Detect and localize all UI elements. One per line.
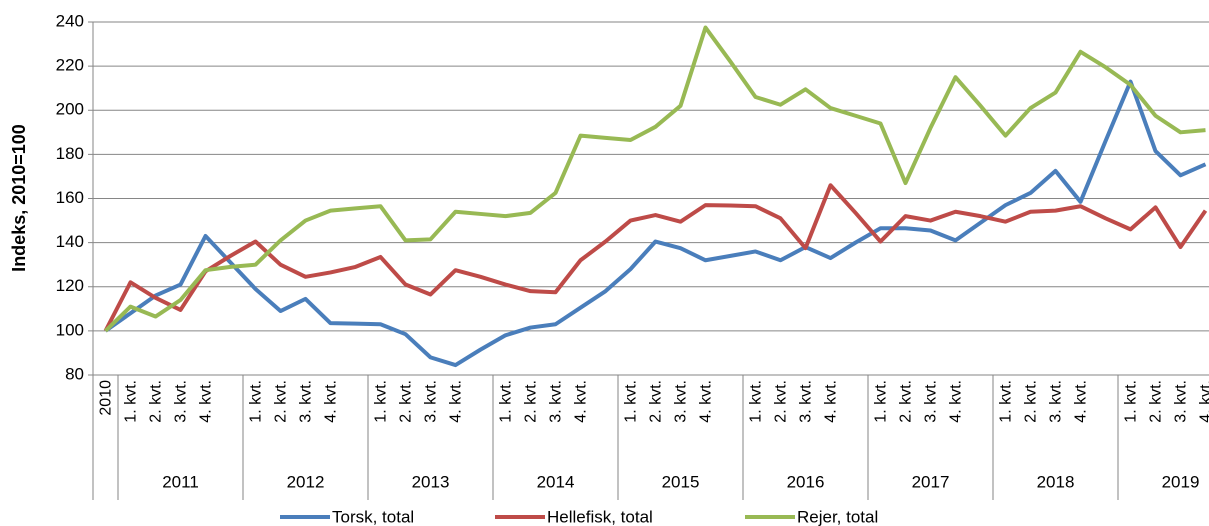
x-tick-label: 4. kvt. xyxy=(1073,380,1090,423)
legend-label: Rejer, total xyxy=(797,507,878,526)
x-tick-label: 1. kvt. xyxy=(373,380,390,423)
x-tick-label: 1. kvt. xyxy=(748,380,765,423)
group-label: 2016 xyxy=(787,472,825,491)
x-tick-label: 4. kvt. xyxy=(948,380,965,423)
x-tick-label: 2. kvt. xyxy=(773,380,790,423)
x-tick-label: 4. kvt. xyxy=(573,380,590,423)
x-tick-label: 2. kvt. xyxy=(1023,380,1040,423)
x-tick-label: 3. kvt. xyxy=(423,380,440,423)
x-tick-label: 3. kvt. xyxy=(173,380,190,423)
y-tick-label: 120 xyxy=(56,276,84,295)
group-label: 2018 xyxy=(1037,472,1075,491)
group-label: 2014 xyxy=(537,472,575,491)
x-tick-label: 1. kvt. xyxy=(123,380,140,423)
x-tick-label: 3. kvt. xyxy=(1048,380,1065,423)
legend-label: Torsk, total xyxy=(332,507,414,526)
x-tick-label: 2010 xyxy=(98,380,115,416)
x-tick-label: 2. kvt. xyxy=(1148,380,1165,423)
x-tick-label: 1. kvt. xyxy=(248,380,265,423)
y-tick-label: 220 xyxy=(56,56,84,75)
x-tick-label: 4. kvt. xyxy=(323,380,340,423)
y-tick-label: 240 xyxy=(56,11,84,30)
data-line xyxy=(103,183,1208,332)
legend-label: Hellefisk, total xyxy=(547,507,653,526)
data-line xyxy=(104,25,1206,333)
x-tick-label: 1. kvt. xyxy=(1123,380,1140,423)
x-tick-label: 4. kvt. xyxy=(1198,380,1209,423)
y-tick-label: 140 xyxy=(56,232,84,251)
y-tick-label: 100 xyxy=(56,320,84,339)
group-label: 2013 xyxy=(412,472,450,491)
x-tick-label: 3. kvt. xyxy=(548,380,565,423)
y-tick-label: 160 xyxy=(56,188,84,207)
y-tick-label: 200 xyxy=(56,100,84,119)
group-label: 2015 xyxy=(662,472,700,491)
group-label: 2017 xyxy=(912,472,950,491)
group-label: 2011 xyxy=(162,472,199,491)
y-tick-label: 80 xyxy=(65,364,84,383)
x-tick-label: 1. kvt. xyxy=(998,380,1015,423)
x-tick-label: 4. kvt. xyxy=(698,380,715,423)
group-label: 2012 xyxy=(287,472,325,491)
x-tick-label: 3. kvt. xyxy=(1173,380,1190,423)
x-tick-label: 4. kvt. xyxy=(448,380,465,423)
x-tick-label: 4. kvt. xyxy=(823,380,840,423)
group-label: 2019 xyxy=(1162,472,1200,491)
x-tick-label: 3. kvt. xyxy=(798,380,815,423)
x-tick-label: 1. kvt. xyxy=(498,380,515,423)
y-tick-label: 180 xyxy=(56,144,84,163)
y-axis-label: Indeks, 2010=100 xyxy=(9,124,29,272)
x-tick-label: 3. kvt. xyxy=(298,380,315,423)
x-tick-label: 4. kvt. xyxy=(198,380,215,423)
x-tick-label: 3. kvt. xyxy=(923,380,940,423)
x-tick-label: 1. kvt. xyxy=(623,380,640,423)
x-tick-label: 3. kvt. xyxy=(673,380,690,423)
x-tick-label: 2. kvt. xyxy=(148,380,165,423)
data-line xyxy=(104,79,1207,368)
x-tick-label: 1. kvt. xyxy=(873,380,890,423)
x-tick-label: 2. kvt. xyxy=(898,380,915,423)
x-tick-label: 2. kvt. xyxy=(523,380,540,423)
x-tick-label: 2. kvt. xyxy=(273,380,290,423)
x-tick-label: 2. kvt. xyxy=(398,380,415,423)
x-tick-label: 2. kvt. xyxy=(648,380,665,423)
